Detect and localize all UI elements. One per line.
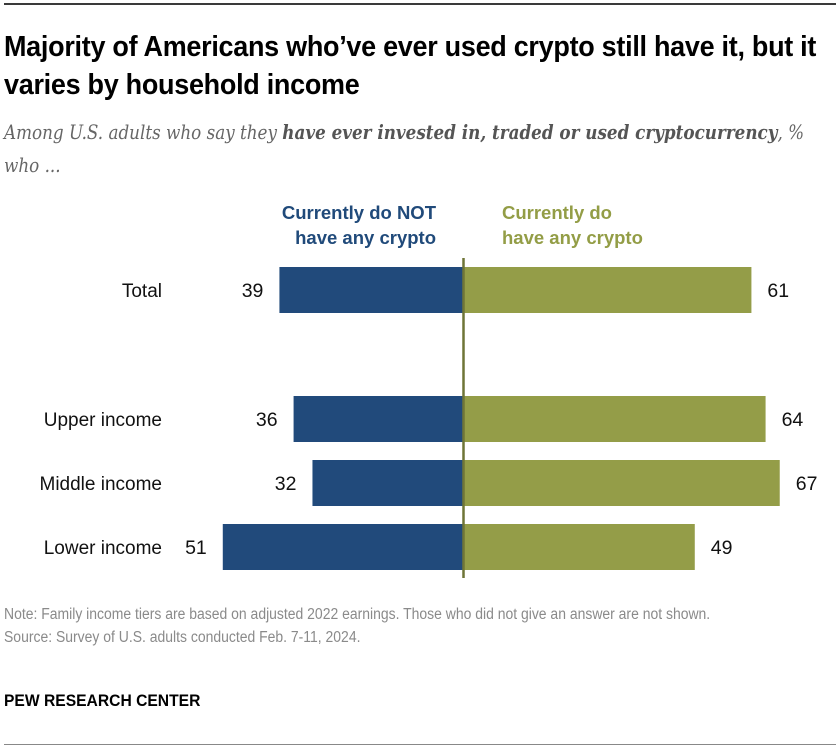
category-label-lower-income: Lower income	[44, 538, 162, 559]
value-label-have-middle-income: 67	[796, 473, 818, 495]
note-text: Note: Family income tiers are based on a…	[4, 606, 711, 623]
bar-not-have-total	[279, 267, 464, 313]
brand-label: PEW RESEARCH CENTER	[4, 691, 201, 710]
value-label-have-upper-income: 64	[782, 409, 804, 431]
legend-have-line2: have any crypto	[502, 227, 643, 248]
chart-subtitle: Among U.S. adults who say they have ever…	[4, 116, 830, 182]
footnote: Note: Family income tiers are based on a…	[4, 604, 814, 649]
legend-not-have-line2: have any crypto	[295, 227, 436, 248]
value-label-not-have-upper-income: 36	[256, 409, 278, 431]
subtitle-prefix: Among U.S. adults who say they	[4, 121, 283, 144]
bar-have-total	[463, 267, 752, 313]
bar-not-have-middle-income	[312, 460, 464, 506]
category-label-middle-income: Middle income	[40, 474, 163, 495]
category-label-upper-income: Upper income	[44, 410, 162, 431]
chart-title: Majority of Americans who’ve ever used c…	[4, 31, 817, 101]
bar-have-middle-income	[463, 460, 780, 506]
value-label-not-have-total: 39	[242, 280, 264, 302]
value-label-not-have-lower-income: 51	[185, 537, 207, 559]
subtitle-emphasis: have ever invested in, traded or used cr…	[282, 121, 778, 144]
value-label-have-lower-income: 49	[711, 537, 733, 559]
legend-not-have: Currently do NOT have any crypto	[282, 200, 436, 250]
legend-have-line1: Currently do	[502, 202, 612, 223]
value-label-not-have-middle-income: 32	[275, 473, 297, 495]
source-text: Source: Survey of U.S. adults conducted …	[4, 628, 361, 646]
bar-not-have-lower-income	[222, 524, 464, 570]
bar-have-upper-income	[463, 396, 766, 442]
legend-have: Currently do have any crypto	[502, 200, 643, 250]
category-label-total: Total	[122, 281, 162, 302]
value-label-have-total: 61	[767, 280, 789, 302]
legend-not-have-line1: Currently do NOT	[281, 202, 436, 223]
subtitle-suffix: , % who ...	[4, 121, 805, 177]
bar-not-have-upper-income	[293, 396, 464, 442]
top-rule	[4, 3, 836, 5]
bar-have-lower-income	[463, 524, 695, 570]
bottom-rule	[4, 744, 836, 745]
